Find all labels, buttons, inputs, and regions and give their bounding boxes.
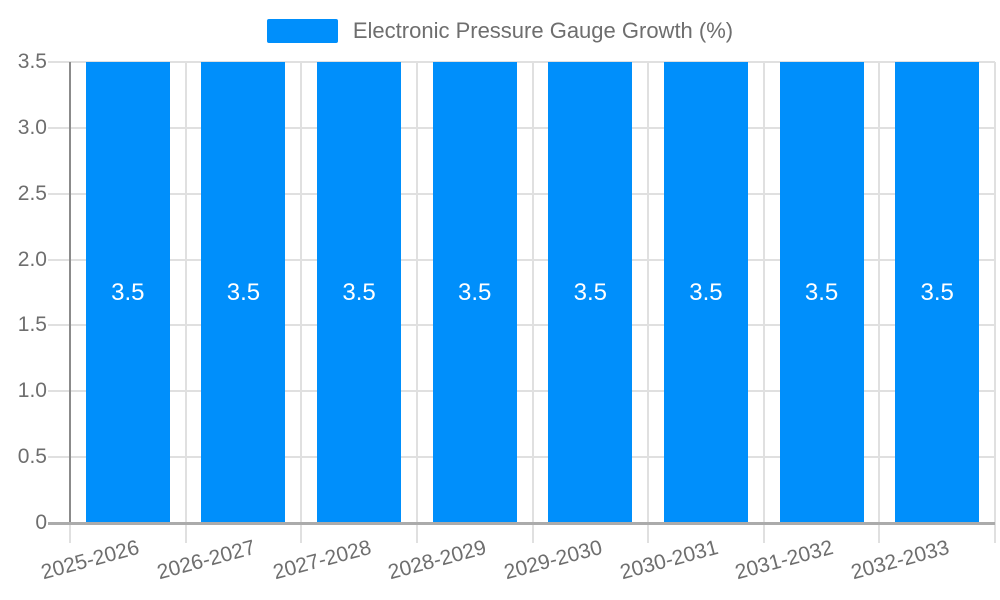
x-axis-line	[48, 522, 995, 525]
y-tick-label: 1.5	[17, 313, 47, 337]
y-tick-label: 2.0	[17, 247, 47, 271]
h-gridline	[48, 390, 995, 393]
x-axis-tick	[184, 523, 187, 543]
x-tick-label: 2030-2031	[617, 535, 721, 585]
x-tick-label: 2031-2032	[732, 535, 836, 585]
v-gridline	[415, 62, 418, 523]
h-gridline	[48, 192, 995, 195]
bar	[432, 62, 517, 523]
x-tick-label: 2029-2030	[501, 535, 605, 585]
bar-value-label: 3.5	[804, 278, 839, 306]
v-gridline	[647, 62, 650, 523]
h-gridline	[48, 258, 995, 261]
v-gridline	[531, 62, 534, 523]
bar	[895, 62, 980, 523]
v-gridline	[994, 62, 996, 523]
bar-value-label: 3.5	[689, 278, 723, 306]
v-gridline	[878, 62, 881, 523]
v-gridline	[762, 62, 765, 523]
x-axis-tick	[531, 523, 534, 543]
y-tick-label: 0.5	[17, 445, 47, 469]
bar	[779, 62, 864, 523]
bar-value-label: 3.5	[342, 278, 376, 306]
h-gridline	[48, 61, 995, 63]
x-tick-label: 2032-2033	[848, 535, 952, 585]
h-gridline	[48, 456, 995, 459]
h-gridline	[48, 324, 995, 327]
bar	[201, 62, 286, 523]
bar-value-label: 3.5	[573, 278, 607, 306]
y-tick-label: 3.5	[17, 50, 47, 73]
bar-value-label: 3.5	[111, 278, 145, 306]
x-axis-tick	[415, 523, 418, 543]
v-gridline	[300, 62, 303, 523]
x-axis-tick	[300, 523, 303, 543]
x-axis-tick	[994, 523, 996, 543]
bar	[548, 62, 633, 523]
x-tick-label: 2028-2029	[385, 535, 489, 585]
y-axis-line	[69, 62, 71, 523]
bar-value-label: 3.5	[458, 278, 492, 306]
legend-item[interactable]: Electronic Pressure Gauge Growth (%)	[0, 17, 1000, 45]
x-tick-label: 2027-2028	[270, 535, 374, 585]
y-tick-label: 1.0	[17, 379, 47, 403]
bar-value-label: 3.5	[920, 278, 954, 306]
legend-swatch-icon	[266, 19, 338, 43]
h-gridline	[48, 126, 995, 129]
bar-value-label: 3.5	[226, 278, 261, 306]
y-tick-label: 2.5	[17, 181, 47, 205]
y-tick-label: 3.0	[17, 115, 47, 139]
x-tick-label: 2026-2027	[154, 535, 258, 585]
legend-label: Electronic Pressure Gauge Growth (%)	[352, 18, 734, 43]
bar	[663, 62, 748, 523]
bar	[85, 62, 170, 523]
x-tick-label: 2025-2026	[39, 535, 143, 585]
v-gridline	[184, 62, 187, 523]
y-tick-label: 0	[35, 511, 47, 534]
x-axis-tick	[762, 523, 765, 543]
bar	[317, 62, 402, 523]
x-axis-tick	[647, 523, 650, 543]
x-axis-tick	[69, 523, 71, 543]
x-axis-tick	[878, 523, 881, 543]
